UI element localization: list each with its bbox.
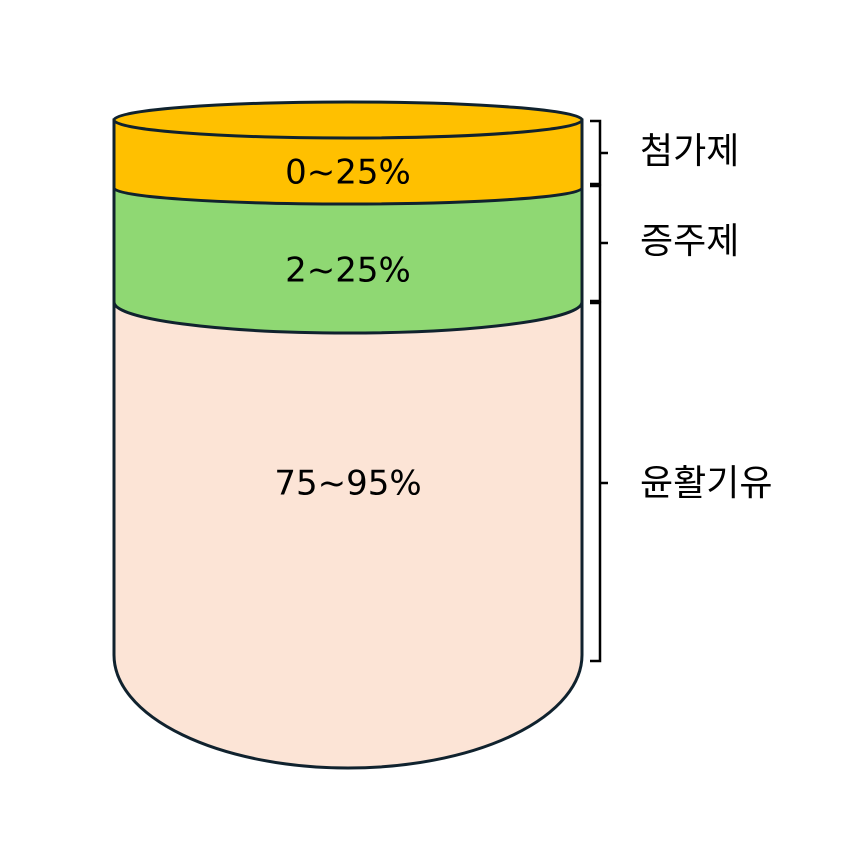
bracket <box>590 119 608 186</box>
cylinder-middle-layer <box>112 186 584 335</box>
layer-name: 윤활기유 <box>640 463 772 504</box>
bracket <box>590 301 608 663</box>
cylinder-top-layer <box>112 118 584 206</box>
layer-name: 증주제 <box>640 221 739 262</box>
range-label: 0~25% <box>285 153 411 193</box>
cylinder-base-layer <box>112 300 584 770</box>
bracket <box>590 184 608 303</box>
layer-name: 첨가제 <box>640 131 739 172</box>
cylinder-top <box>112 100 584 140</box>
range-label: 75~95% <box>274 464 421 504</box>
range-label: 2~25% <box>285 251 411 291</box>
